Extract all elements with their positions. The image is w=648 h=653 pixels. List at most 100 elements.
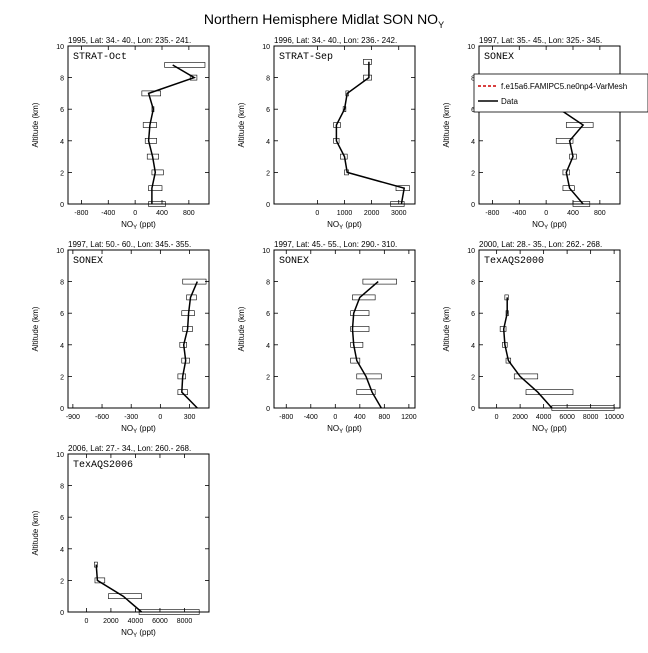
panel-header: 1996, Lat: 34.- 40., Lon: 236.- 242. <box>274 36 397 45</box>
range-box <box>164 62 206 68</box>
range-box <box>555 138 574 144</box>
y-tick-label: 6 <box>266 107 270 114</box>
campaign-label: SONEX <box>484 52 514 63</box>
x-axis-label-unit: (ppt) <box>137 628 156 637</box>
x-tick-label: 0 <box>84 618 88 625</box>
x-tick-label: -400 <box>101 210 115 217</box>
x-axis-label-subscript: Y <box>339 429 343 435</box>
x-axis-label-unit: (ppt) <box>548 220 567 229</box>
x-tick-label: -900 <box>66 414 80 421</box>
plot-frame <box>478 249 621 409</box>
x-tick-label: 6000 <box>559 414 575 421</box>
x-tick-label: 800 <box>183 210 195 217</box>
x-tick-label: 800 <box>379 414 391 421</box>
y-tick-label: 6 <box>266 311 270 318</box>
x-tick-label: 400 <box>156 210 168 217</box>
x-axis-label-unit: (ppt) <box>137 424 156 433</box>
x-axis-label: NOY (ppt) <box>121 220 156 231</box>
range-box <box>525 389 574 396</box>
y-tick-label: 8 <box>266 280 270 287</box>
x-axis-label-subscript: Y <box>339 225 343 231</box>
range-box <box>177 373 186 380</box>
range-box <box>177 389 188 396</box>
y-tick-label: 10 <box>467 248 475 255</box>
x-tick-label: -300 <box>124 414 138 421</box>
figure-title: Northern Hemisphere Midlat SON NOY <box>204 11 444 30</box>
y-tick-label: 2 <box>60 170 64 177</box>
plot-frame <box>67 249 210 409</box>
y-axis-label: Altitude (km) <box>31 102 40 147</box>
range-box <box>356 389 376 396</box>
figure-title-main: Northern Hemisphere Midlat SON NO <box>204 11 438 27</box>
x-tick-label: 0 <box>495 414 499 421</box>
x-axis-label: NOY (ppt) <box>121 424 156 435</box>
x-axis-label-subscript: Y <box>133 225 137 231</box>
x-tick-label: 2000 <box>512 414 528 421</box>
range-box <box>148 201 166 207</box>
x-axis-label-subscript: Y <box>544 225 548 231</box>
y-tick-label: 0 <box>60 610 64 617</box>
y-tick-label: 4 <box>266 139 270 146</box>
x-tick-label: 0 <box>544 210 548 217</box>
panel-header: 2000, Lat: 28.- 35., Lon: 262.- 268. <box>479 240 602 249</box>
x-axis-label-main: NO <box>121 628 133 637</box>
y-tick-label: 6 <box>471 107 475 114</box>
y-tick-label: 8 <box>471 76 475 83</box>
x-axis-label: NOY (ppt) <box>327 424 362 435</box>
y-tick-label: 2 <box>266 374 270 381</box>
x-tick-label: 0 <box>333 414 337 421</box>
y-tick-label: 8 <box>60 76 64 83</box>
x-tick-label: -800 <box>279 414 293 421</box>
x-axis-label-subscript: Y <box>133 429 137 435</box>
campaign-label: SONEX <box>73 256 103 267</box>
y-tick-label: 0 <box>471 406 475 413</box>
x-axis-label: NOY (ppt) <box>532 424 567 435</box>
y-tick-label: 10 <box>262 248 270 255</box>
x-tick-label: 3000 <box>391 210 407 217</box>
x-tick-label: 8000 <box>583 414 599 421</box>
range-box <box>148 185 163 191</box>
range-box <box>94 577 106 584</box>
x-tick-label: 400 <box>567 210 579 217</box>
range-box <box>356 373 382 380</box>
x-tick-label: 0 <box>133 210 137 217</box>
panel-3: 0 2 4 6 8 10 -800 -400 0 400 800 1997, Lat: 35.- 45… <box>442 36 621 231</box>
x-tick-label: 300 <box>184 414 196 421</box>
y-tick-label: 4 <box>471 139 475 146</box>
y-tick-label: 10 <box>56 248 64 255</box>
x-axis-label-subscript: Y <box>544 429 548 435</box>
range-box <box>350 357 361 364</box>
y-tick-label: 2 <box>266 170 270 177</box>
panel-header: 1995, Lat: 34.- 40., Lon: 235.- 241. <box>68 36 191 45</box>
y-tick-label: 0 <box>60 406 64 413</box>
y-tick-label: 6 <box>60 107 64 114</box>
range-box <box>141 90 161 97</box>
y-tick-label: 0 <box>266 406 270 413</box>
y-tick-label: 4 <box>266 343 270 350</box>
range-box <box>499 326 507 332</box>
x-tick-label: -400 <box>304 414 318 421</box>
data-line <box>351 281 382 409</box>
range-box <box>189 74 198 81</box>
range-box <box>179 341 187 348</box>
legend: f.e15a6.FAMIPC5.ne0np4-VarMesh Data <box>473 73 648 113</box>
x-tick-label: 4000 <box>128 618 144 625</box>
panel-2: 0 2 4 6 8 10 0 1000 2000 3000 1996, Lat: 34.- 40.,… <box>237 36 416 231</box>
y-tick-label: 0 <box>471 202 475 209</box>
x-tick-label: 400 <box>354 414 366 421</box>
x-tick-label: 0 <box>315 210 319 217</box>
x-axis-label-main: NO <box>327 424 339 433</box>
range-box <box>350 341 364 348</box>
range-box <box>144 138 157 144</box>
y-axis-label: Altitude (km) <box>442 306 451 351</box>
y-tick-label: 0 <box>266 202 270 209</box>
y-tick-label: 8 <box>60 484 64 491</box>
range-box <box>395 185 410 191</box>
data-line <box>147 64 196 204</box>
figure-title-subscript: Y <box>438 20 444 30</box>
x-tick-label: 1200 <box>401 414 417 421</box>
range-box <box>182 278 207 285</box>
x-tick-label: 4000 <box>536 414 552 421</box>
